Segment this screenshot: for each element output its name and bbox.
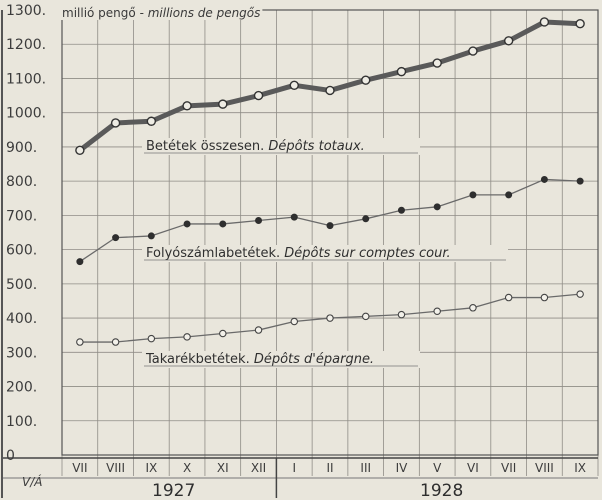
data-point — [326, 222, 334, 230]
series-name-fr: Dépôts totaux. — [268, 139, 364, 154]
y-tick-label: 200. — [6, 380, 37, 396]
data-point — [576, 290, 584, 298]
data-point — [289, 80, 299, 91]
y-tick-label: 400. — [6, 311, 37, 327]
x-tick-label: I — [292, 461, 296, 475]
series-name: Folyószámlabetétek. — [146, 246, 284, 261]
data-point — [183, 333, 191, 341]
data-point — [362, 215, 370, 223]
data-point — [290, 213, 298, 221]
data-point — [576, 177, 584, 185]
data-point — [361, 75, 371, 85]
series-label-background — [142, 138, 420, 155]
x-tick-label: VIII — [106, 461, 125, 475]
data-point — [253, 90, 264, 101]
series-label-3: Takarékbetétek. Dépôts d'épargne. — [145, 352, 374, 367]
y-tick-labels: 1300. 1200. 1100. 1000. 900. 800. 700. 600. 500.… — [6, 3, 46, 464]
data-point — [146, 116, 157, 126]
data-point — [110, 118, 121, 128]
unit-label-hu: millió pengő — [62, 6, 136, 20]
data-point — [75, 145, 85, 156]
plot-frame — [61, 9, 599, 456]
data-point — [575, 18, 585, 29]
data-point — [540, 175, 548, 183]
series-label-background — [142, 245, 508, 262]
data-point — [254, 326, 263, 334]
data-point — [183, 220, 191, 228]
y-tick-label: 900. — [6, 140, 37, 156]
data-point — [76, 338, 84, 346]
y-tick-label: 600. — [6, 243, 37, 259]
unit-label-fr: millions de pengős — [148, 6, 261, 20]
data-point — [219, 329, 227, 338]
x-tick-label: VIII — [535, 461, 554, 475]
series-name-fr: Dépôts d'épargne. — [254, 352, 374, 367]
data-point — [147, 232, 155, 240]
x-tick-label: II — [326, 461, 333, 475]
x-tick-label: IX — [574, 461, 586, 475]
y-tick-label: 700. — [6, 208, 37, 224]
data-point — [111, 338, 120, 346]
data-point — [539, 17, 550, 27]
data-point — [397, 310, 406, 319]
y-tick-label: 100. — [6, 414, 37, 430]
data-point — [504, 293, 513, 302]
data-point — [218, 99, 228, 109]
series-lines — [75, 17, 585, 346]
x-tick-label: IV — [396, 461, 409, 475]
data-point — [326, 314, 334, 322]
year-label-1928: 1928 — [420, 481, 463, 500]
data-point — [433, 307, 441, 315]
y-tick-label: 1300. — [6, 3, 46, 19]
data-point — [290, 317, 299, 326]
y-tick-label: 1100. — [6, 71, 46, 87]
data-point — [255, 217, 263, 225]
x-tick-label: XII — [251, 461, 266, 475]
year-label-1927: 1927 — [152, 481, 195, 500]
x-tick-label: X — [183, 461, 191, 475]
series-name: Takarékbetétek. — [145, 352, 254, 367]
x-tick-label: VI — [467, 461, 479, 475]
x-tick-label: VII — [72, 461, 87, 475]
series-labels: Betétek összesen. Dépôts totaux. Folyószá… — [142, 138, 508, 368]
data-point — [397, 206, 405, 214]
corner-label: V/Á — [22, 474, 42, 489]
x-tick-label: V — [433, 461, 442, 475]
series-name-fr: Dépôts sur comptes cour. — [284, 246, 450, 261]
x-tick-label: III — [360, 461, 371, 475]
data-point — [325, 85, 335, 96]
series-label-1: Betétek összesen. Dépôts totaux. — [146, 139, 365, 154]
data-point — [112, 234, 120, 242]
unit-label: millió pengő - millions de pengős — [62, 6, 260, 20]
series-label-2: Folyószámlabetétek. Dépôts sur comptes c… — [146, 246, 451, 261]
x-tick-labels: VII VIII IX X XI XII I II III IV V VI VII VIII IX — [72, 461, 586, 475]
data-point — [432, 58, 442, 68]
data-point — [503, 36, 514, 46]
series-label-background — [142, 351, 420, 368]
x-tick-label: VII — [501, 461, 516, 475]
data-point — [76, 258, 84, 266]
y-tick-label: 500. — [6, 277, 37, 293]
data-point — [469, 191, 477, 199]
y-tick-label: 1200. — [6, 37, 46, 53]
data-point — [433, 203, 441, 211]
y-tick-label: 1000. — [6, 106, 46, 122]
data-point — [540, 293, 549, 302]
data-point — [505, 191, 513, 199]
x-tick-label: XI — [217, 461, 229, 475]
unit-label-background — [60, 6, 263, 20]
data-point — [147, 334, 156, 343]
data-point — [469, 304, 477, 312]
y-tick-label: 800. — [6, 174, 37, 190]
data-point — [182, 101, 192, 111]
y-tick-label: 0 — [6, 448, 15, 464]
data-point — [396, 66, 407, 77]
data-point — [219, 220, 227, 228]
data-point — [361, 312, 370, 321]
data-point — [468, 46, 478, 56]
y-tick-label: 300. — [6, 345, 37, 361]
series-name: Betétek összesen. — [146, 139, 268, 154]
x-tick-label: IX — [145, 461, 157, 475]
